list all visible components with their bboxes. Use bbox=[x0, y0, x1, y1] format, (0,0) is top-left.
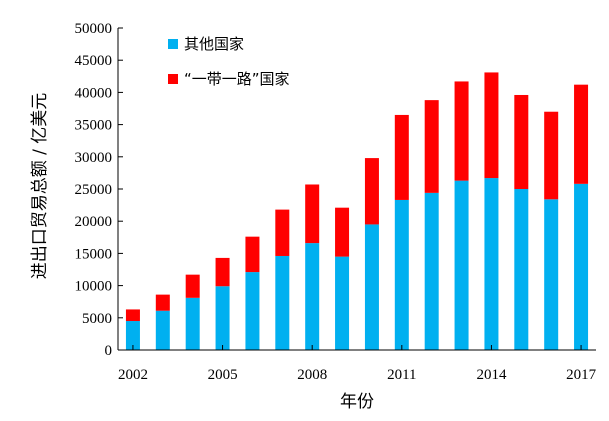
legend-swatch-other-countries bbox=[168, 39, 178, 49]
bar-other-countries-2014 bbox=[484, 178, 499, 350]
bar-other-countries-2006 bbox=[245, 272, 260, 350]
bar-other-countries-2016 bbox=[544, 199, 559, 350]
bar-other-countries-2004 bbox=[185, 297, 200, 350]
y-tick-label: 15000 bbox=[75, 246, 113, 262]
y-tick-label: 20000 bbox=[75, 214, 113, 230]
y-tick-label: 50000 bbox=[75, 21, 113, 37]
y-tick-label: 35000 bbox=[75, 118, 113, 134]
y-tick-label: 10000 bbox=[75, 279, 113, 295]
y-tick-label: 0 bbox=[105, 343, 113, 359]
x-tick-label: 2002 bbox=[118, 367, 148, 383]
bar-belt-and-road-2004 bbox=[185, 274, 200, 298]
bar-belt-and-road-2003 bbox=[155, 294, 170, 311]
bar-belt-and-road-2008 bbox=[305, 184, 320, 244]
bar-other-countries-2009 bbox=[335, 256, 350, 350]
bar-other-countries-2015 bbox=[514, 189, 529, 350]
bars-layer bbox=[125, 72, 589, 350]
bar-other-countries-2008 bbox=[305, 243, 320, 350]
y-axis-title: 进出口贸易总额 / 亿美元 bbox=[30, 93, 50, 280]
bar-belt-and-road-2006 bbox=[245, 236, 260, 273]
bar-belt-and-road-2013 bbox=[454, 81, 469, 181]
y-tick-label: 25000 bbox=[75, 182, 113, 198]
bar-other-countries-2007 bbox=[275, 255, 290, 350]
bar-other-countries-2010 bbox=[364, 224, 379, 350]
y-tick-label: 40000 bbox=[75, 85, 113, 101]
bar-belt-and-road-2016 bbox=[544, 111, 559, 200]
bar-belt-and-road-2007 bbox=[275, 209, 290, 256]
y-tick-label: 45000 bbox=[75, 53, 113, 69]
bar-belt-and-road-2012 bbox=[424, 100, 439, 193]
y-tick-label: 5000 bbox=[82, 311, 112, 327]
bar-other-countries-2012 bbox=[424, 192, 439, 350]
bar-other-countries-2003 bbox=[155, 310, 170, 350]
x-tick-label: 2005 bbox=[208, 367, 238, 383]
x-tick-label: 2017 bbox=[566, 367, 597, 383]
x-tick-label: 2011 bbox=[387, 367, 416, 383]
bar-belt-and-road-2014 bbox=[484, 72, 499, 179]
bar-other-countries-2002 bbox=[125, 321, 140, 350]
bar-other-countries-2011 bbox=[394, 199, 409, 350]
bar-other-countries-2005 bbox=[215, 286, 230, 350]
y-axis-ticks: 0 5000 10000 15000 20000 25000 30000 35000 40000… bbox=[75, 21, 123, 359]
y-tick-label: 30000 bbox=[75, 150, 113, 166]
bar-other-countries-2013 bbox=[454, 180, 469, 350]
bar-belt-and-road-2010 bbox=[364, 158, 379, 225]
x-axis-ticks: 2002 2005 2008 2011 2014 2017 bbox=[118, 345, 597, 383]
legend: 其他国家 “一带一路”国家 bbox=[168, 35, 290, 88]
legend-swatch-belt-and-road bbox=[168, 74, 178, 84]
bar-other-countries-2017 bbox=[574, 183, 589, 350]
bar-belt-and-road-2011 bbox=[394, 114, 409, 200]
legend-label-other-countries: 其他国家 bbox=[184, 35, 244, 53]
bar-belt-and-road-2009 bbox=[335, 207, 350, 257]
x-axis-title: 年份 bbox=[340, 392, 374, 412]
bar-belt-and-road-2005 bbox=[215, 257, 230, 287]
bar-belt-and-road-2017 bbox=[574, 84, 589, 184]
legend-label-belt-and-road: “一带一路”国家 bbox=[184, 70, 290, 88]
bar-belt-and-road-2002 bbox=[125, 309, 140, 322]
bar-belt-and-road-2015 bbox=[514, 94, 529, 189]
x-tick-label: 2008 bbox=[297, 367, 327, 383]
x-tick-label: 2014 bbox=[476, 367, 507, 383]
